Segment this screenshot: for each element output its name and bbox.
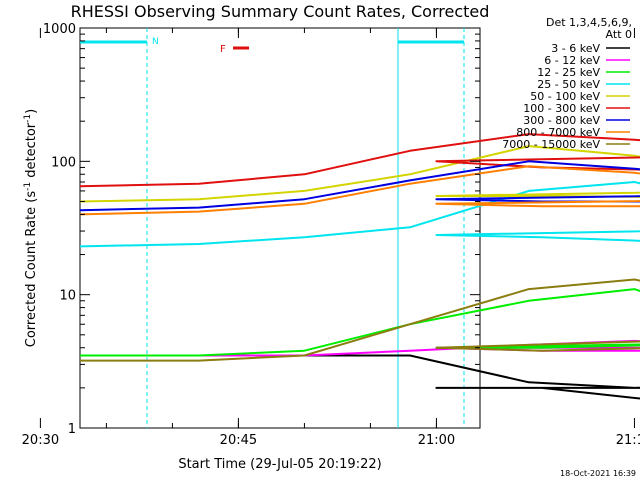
series-line-1 xyxy=(80,354,640,400)
legend-label: 25 - 50 keV xyxy=(537,78,600,91)
y-tick-label: 10 xyxy=(59,289,76,304)
legend-label: 100 - 300 keV xyxy=(523,102,600,115)
legend-label: 3 - 6 keV xyxy=(551,42,600,55)
y-label-sup1: -1 xyxy=(23,182,33,191)
y-tick-label: 1000 xyxy=(43,22,76,37)
legend-label: 7000 - 15000 keV xyxy=(502,138,600,151)
plot-frame xyxy=(79,27,481,429)
chart-title: RHESSI Observing Summary Count Rates, Co… xyxy=(71,2,490,21)
y-label-end: ) xyxy=(24,109,39,114)
legend-label: 50 - 100 keV xyxy=(530,90,600,103)
series-line-9 xyxy=(80,278,640,362)
y-tick-label: 100 xyxy=(51,155,76,170)
series-line-5 xyxy=(79,145,640,203)
y-label-main: Corrected Count Rate (s xyxy=(24,191,39,348)
x-axis-label: Start Time (29-Jul-05 20:19:22) xyxy=(178,457,381,472)
flare-label: F xyxy=(220,44,226,55)
data-series xyxy=(79,133,640,400)
legend-label: 800 - 7000 keV xyxy=(516,126,600,139)
y-label-sup2: -1 xyxy=(23,114,33,123)
x-tick-label: 20:30 xyxy=(22,433,59,448)
y-label-mid: detector xyxy=(24,122,39,182)
y-tick-label: 1 xyxy=(68,422,76,437)
x-tick-label: 20:45 xyxy=(220,433,257,448)
y-axis-label: Corrected Count Rate (s-1 detector-1) xyxy=(23,109,39,347)
x-tick-label: 21:00 xyxy=(418,433,455,448)
legend-header-line1: Det 1,3,4,5,6,9, xyxy=(546,16,632,29)
legend-header-line2: Att 0 xyxy=(606,28,632,41)
legend-label: 6 - 12 keV xyxy=(544,54,600,67)
night-label: N xyxy=(152,37,159,47)
legend-label: 12 - 25 keV xyxy=(537,66,600,79)
series-line-4 xyxy=(79,181,640,248)
footer-timestamp: 18-Oct-2021 16:39 xyxy=(560,469,636,478)
legend-label: 300 - 800 keV xyxy=(523,114,600,127)
series-line-8 xyxy=(79,165,640,216)
series-line-3 xyxy=(80,288,640,357)
x-tick-label: 21:15 xyxy=(616,433,640,448)
